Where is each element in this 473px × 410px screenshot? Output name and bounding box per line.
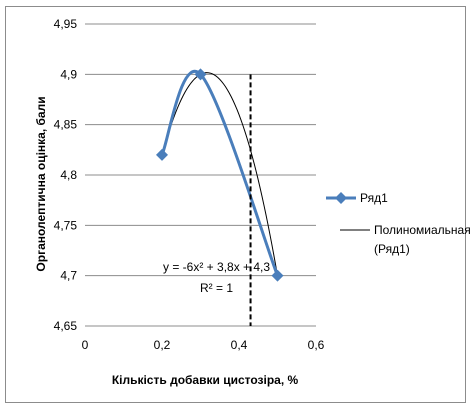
- trendline-equation: y = -6x² + 3,8x + 4,3: [163, 260, 270, 274]
- r-squared-label: R² = 1: [200, 281, 233, 295]
- trendline-group: [161, 72, 278, 276]
- data-point-marker: [271, 269, 284, 282]
- x-tick-label: 0,4: [231, 338, 248, 352]
- trendline-curve: [161, 72, 278, 276]
- legend-series-swatch-marker: [335, 192, 347, 204]
- y-tick-label: 4,75: [54, 218, 78, 232]
- x-axis-title: Кількість добавки цистозіра, %: [112, 373, 299, 387]
- legend-trend-label-line2: (Ряд1): [374, 242, 410, 256]
- x-tick-label: 0,6: [308, 338, 325, 352]
- tick-labels: 4,65 4,7 4,75 4,8 4,85 4,9 4,95 0 0,2 0,4 0,6: [54, 17, 325, 352]
- y-tick-label: 4,7: [60, 269, 77, 283]
- y-tick-label: 4,85: [54, 118, 78, 132]
- y-tick-label: 4,8: [60, 168, 77, 182]
- legend-series-label: Ряд1: [360, 191, 388, 205]
- data-point-marker: [194, 68, 207, 81]
- x-tick-label: 0: [82, 338, 89, 352]
- grid-lines: [85, 23, 316, 277]
- series-group: [156, 68, 284, 282]
- x-tick-label: 0,2: [154, 338, 171, 352]
- y-tick-label: 4,95: [54, 17, 78, 31]
- legend-trend-label-line1: Полиномиальная: [374, 223, 471, 237]
- y-axis-title: Органолептична оцінка, бали: [34, 96, 48, 271]
- y-tick-label: 4,65: [54, 319, 78, 333]
- data-point-marker: [156, 148, 168, 161]
- chart-frame: [5, 6, 466, 403]
- series-line: [160, 69, 279, 278]
- y-tick-label: 4,9: [60, 67, 77, 81]
- legend: Ряд1 Полиномиальная (Ряд1): [326, 191, 471, 256]
